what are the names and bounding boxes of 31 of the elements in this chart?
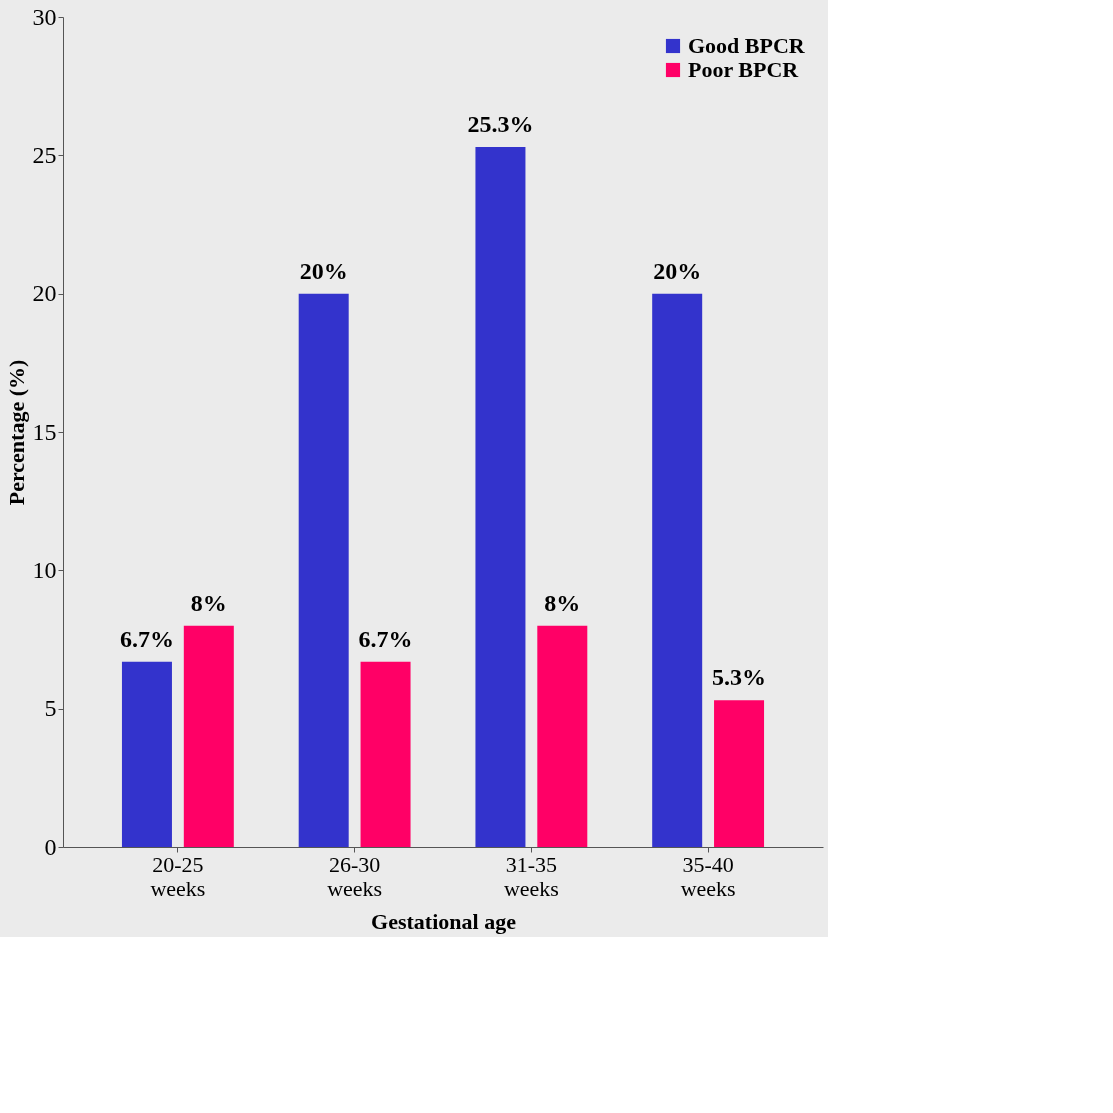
- y-tick-label: 25: [32, 141, 57, 168]
- data-label: 5.3%: [712, 664, 767, 691]
- bar: [360, 661, 411, 847]
- data-label: 25.3%: [467, 111, 534, 138]
- x-tick-label: 31-35 weeks: [503, 851, 559, 901]
- legend-label: Good BPCR: [688, 33, 806, 58]
- y-axis-title: Percentage (%): [3, 359, 29, 506]
- bar: [652, 293, 703, 847]
- y-tick-label: 30: [32, 3, 57, 30]
- data-label: 8%: [190, 589, 227, 616]
- data-label: 6.7%: [119, 625, 174, 652]
- data-label: 8%: [544, 589, 581, 616]
- x-axis-title: Gestational age: [371, 908, 517, 934]
- x-tick-label: 26-30 weeks: [327, 851, 383, 901]
- data-label: 20%: [299, 257, 348, 284]
- y-tick-label: 10: [32, 556, 57, 583]
- bar: [537, 625, 588, 847]
- y-tick-label: 20: [32, 280, 57, 307]
- bar: [475, 147, 526, 847]
- y-tick-label: 5: [44, 695, 57, 722]
- data-label: 20%: [653, 257, 702, 284]
- legend-label: Poor BPCR: [688, 57, 800, 82]
- bar: [121, 661, 172, 847]
- y-tick-label: 0: [44, 833, 57, 860]
- y-tick-label: 15: [32, 418, 57, 445]
- x-tick-label: 20-25 weeks: [150, 851, 206, 901]
- data-label: 6.7%: [358, 625, 413, 652]
- bar: [298, 293, 349, 847]
- x-tick-label: 35-40 weeks: [680, 851, 736, 901]
- bar: [714, 700, 765, 847]
- bar: [183, 625, 234, 847]
